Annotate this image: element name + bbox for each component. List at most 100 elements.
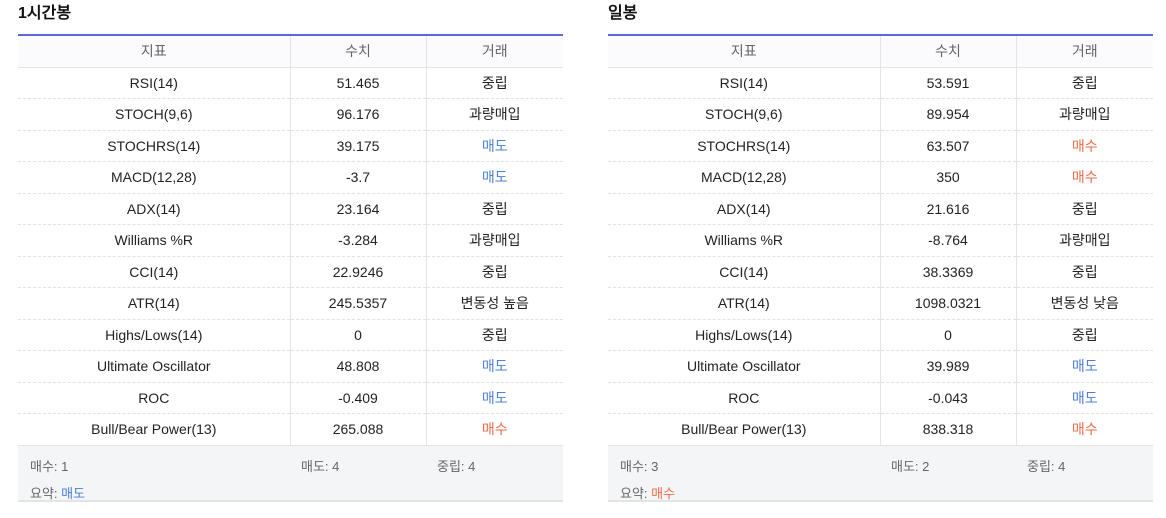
summary-label: 요약: (620, 485, 652, 501)
column-header-action: 거래 (425, 35, 563, 68)
neutral-count: 중립: 4 (1027, 458, 1066, 474)
indicator-name-cell: CCI(14) (18, 256, 290, 288)
panel-title: 1시간봉 (18, 5, 72, 22)
indicator-action-cell: 매도 (425, 130, 563, 162)
indicator-value-cell: -0.409 (289, 382, 426, 414)
indicator-action-cell: 과량매입 (1015, 224, 1153, 257)
indicator-name-cell: STOCHRS(14) (608, 130, 880, 162)
indicator-action-cell: 변동성 높음 (425, 287, 563, 320)
table-row: STOCHRS(14) 63.507 매수 (608, 130, 1153, 162)
column-header-value: 수치 (879, 35, 1016, 68)
table-body: RSI(14) 51.465 중립 STOCH(9,6) 96.176 과량매입 STOCH… (18, 67, 563, 446)
summary-verdict: 요약: 매도 (30, 483, 85, 502)
indicator-action-cell: 매수 (1015, 413, 1153, 446)
table-row: Ultimate Oscillator 48.808 매도 (18, 350, 563, 383)
table-header-row: 지표 수치 거래 (608, 35, 1153, 68)
indicator-action-cell: 매도 (425, 161, 563, 194)
indicator-action-cell: 매도 (1015, 350, 1153, 383)
table-row: ROC -0.409 매도 (18, 382, 563, 414)
indicator-action-cell: 매도 (1015, 382, 1153, 414)
table-row: CCI(14) 22.9246 중립 (18, 256, 563, 288)
indicator-action-cell: 중립 (1015, 193, 1153, 225)
buy-count: 매수: 1 (30, 458, 69, 474)
table-row: CCI(14) 38.3369 중립 (608, 256, 1153, 288)
summary-box: 매수: 1 매도: 4 중립: 4 요약: 매도 (18, 445, 563, 502)
indicator-action-cell: 과량매입 (1015, 98, 1153, 131)
indicator-name-cell: ROC (18, 382, 290, 414)
indicator-name-cell: Bull/Bear Power(13) (608, 413, 880, 446)
table-row: ROC -0.043 매도 (608, 382, 1153, 414)
table-row: ATR(14) 1098.0321 변동성 낮음 (608, 287, 1153, 320)
indicator-value-cell: 39.175 (289, 130, 426, 162)
table-body: RSI(14) 53.591 중립 STOCH(9,6) 89.954 과량매입 STOCH… (608, 67, 1153, 446)
summary-box: 매수: 3 매도: 2 중립: 4 요약: 매수 (608, 445, 1153, 502)
summary-label: 요약: (30, 485, 62, 501)
indicator-value-cell: 265.088 (289, 413, 426, 446)
indicator-value-cell: 89.954 (879, 98, 1016, 131)
indicator-name-cell: Williams %R (18, 224, 290, 257)
indicator-name-cell: Ultimate Oscillator (18, 350, 290, 383)
table-row: Williams %R -3.284 과량매입 (18, 224, 563, 257)
indicator-value-cell: 63.507 (879, 130, 1016, 162)
table-row: STOCHRS(14) 39.175 매도 (18, 130, 563, 162)
neutral-count: 중립: 4 (437, 458, 476, 474)
indicator-value-cell: 23.164 (289, 193, 426, 225)
indicator-name-cell: ADX(14) (18, 193, 290, 225)
table-row: RSI(14) 51.465 중립 (18, 67, 563, 99)
table-row: MACD(12,28) -3.7 매도 (18, 161, 563, 194)
indicator-value-cell: 22.9246 (289, 256, 426, 288)
indicator-value-cell: 96.176 (289, 98, 426, 131)
indicator-action-cell: 매수 (425, 413, 563, 446)
column-header-action: 거래 (1015, 35, 1153, 68)
indicator-action-cell: 중립 (425, 193, 563, 225)
indicator-action-cell: 과량매입 (425, 224, 563, 257)
indicator-action-cell: 중립 (425, 256, 563, 288)
indicator-value-cell: -0.043 (879, 382, 1016, 414)
indicator-name-cell: Bull/Bear Power(13) (18, 413, 290, 446)
indicator-action-cell: 매수 (1015, 130, 1153, 162)
indicator-value-cell: 53.591 (879, 67, 1016, 99)
indicator-table: 지표 수치 거래 RSI(14) 51.465 중립 STOCH(9,6) 96.176… (18, 34, 563, 446)
indicator-name-cell: STOCHRS(14) (18, 130, 290, 162)
indicator-value-cell: 48.808 (289, 350, 426, 383)
indicator-action-cell: 중립 (425, 67, 563, 99)
table-row: RSI(14) 53.591 중립 (608, 67, 1153, 99)
indicator-name-cell: RSI(14) (608, 67, 880, 99)
indicator-action-cell: 중립 (1015, 319, 1153, 351)
summary-verdict: 요약: 매수 (620, 483, 675, 502)
table-row: STOCH(9,6) 89.954 과량매입 (608, 98, 1153, 131)
indicator-name-cell: MACD(12,28) (608, 161, 880, 194)
indicator-value-cell: 350 (879, 161, 1016, 194)
indicator-value-cell: -8.764 (879, 224, 1016, 257)
summary-value: 매수 (651, 485, 676, 501)
indicator-action-cell: 중립 (1015, 256, 1153, 288)
indicator-action-cell: 매도 (425, 350, 563, 383)
column-header-indicator: 지표 (608, 35, 880, 68)
indicator-action-cell: 매도 (425, 382, 563, 414)
indicator-name-cell: Ultimate Oscillator (608, 350, 880, 383)
indicator-value-cell: 245.5357 (289, 287, 426, 320)
table-row: Williams %R -8.764 과량매입 (608, 224, 1153, 257)
indicator-value-cell: 1098.0321 (879, 287, 1016, 320)
indicator-table: 지표 수치 거래 RSI(14) 53.591 중립 STOCH(9,6) 89.954… (608, 34, 1153, 446)
indicator-name-cell: ATR(14) (18, 287, 290, 320)
indicator-action-cell: 중립 (1015, 67, 1153, 99)
table-row: ADX(14) 23.164 중립 (18, 193, 563, 225)
indicator-name-cell: MACD(12,28) (18, 161, 290, 194)
indicator-value-cell: 21.616 (879, 193, 1016, 225)
summary-value: 매도 (61, 485, 86, 501)
indicator-action-cell: 과량매입 (425, 98, 563, 131)
table-row: MACD(12,28) 350 매수 (608, 161, 1153, 194)
table-row: ATR(14) 245.5357 변동성 높음 (18, 287, 563, 320)
indicator-value-cell: 38.3369 (879, 256, 1016, 288)
buy-count: 매수: 3 (620, 458, 659, 474)
indicator-value-cell: 51.465 (289, 67, 426, 99)
indicator-value-cell: 838.318 (879, 413, 1016, 446)
indicator-name-cell: RSI(14) (18, 67, 290, 99)
indicator-name-cell: CCI(14) (608, 256, 880, 288)
indicator-name-cell: ADX(14) (608, 193, 880, 225)
sell-count: 매도: 2 (891, 458, 930, 474)
table-row: Highs/Lows(14) 0 중립 (608, 319, 1153, 351)
indicator-name-cell: ATR(14) (608, 287, 880, 320)
sell-count: 매도: 4 (301, 458, 340, 474)
